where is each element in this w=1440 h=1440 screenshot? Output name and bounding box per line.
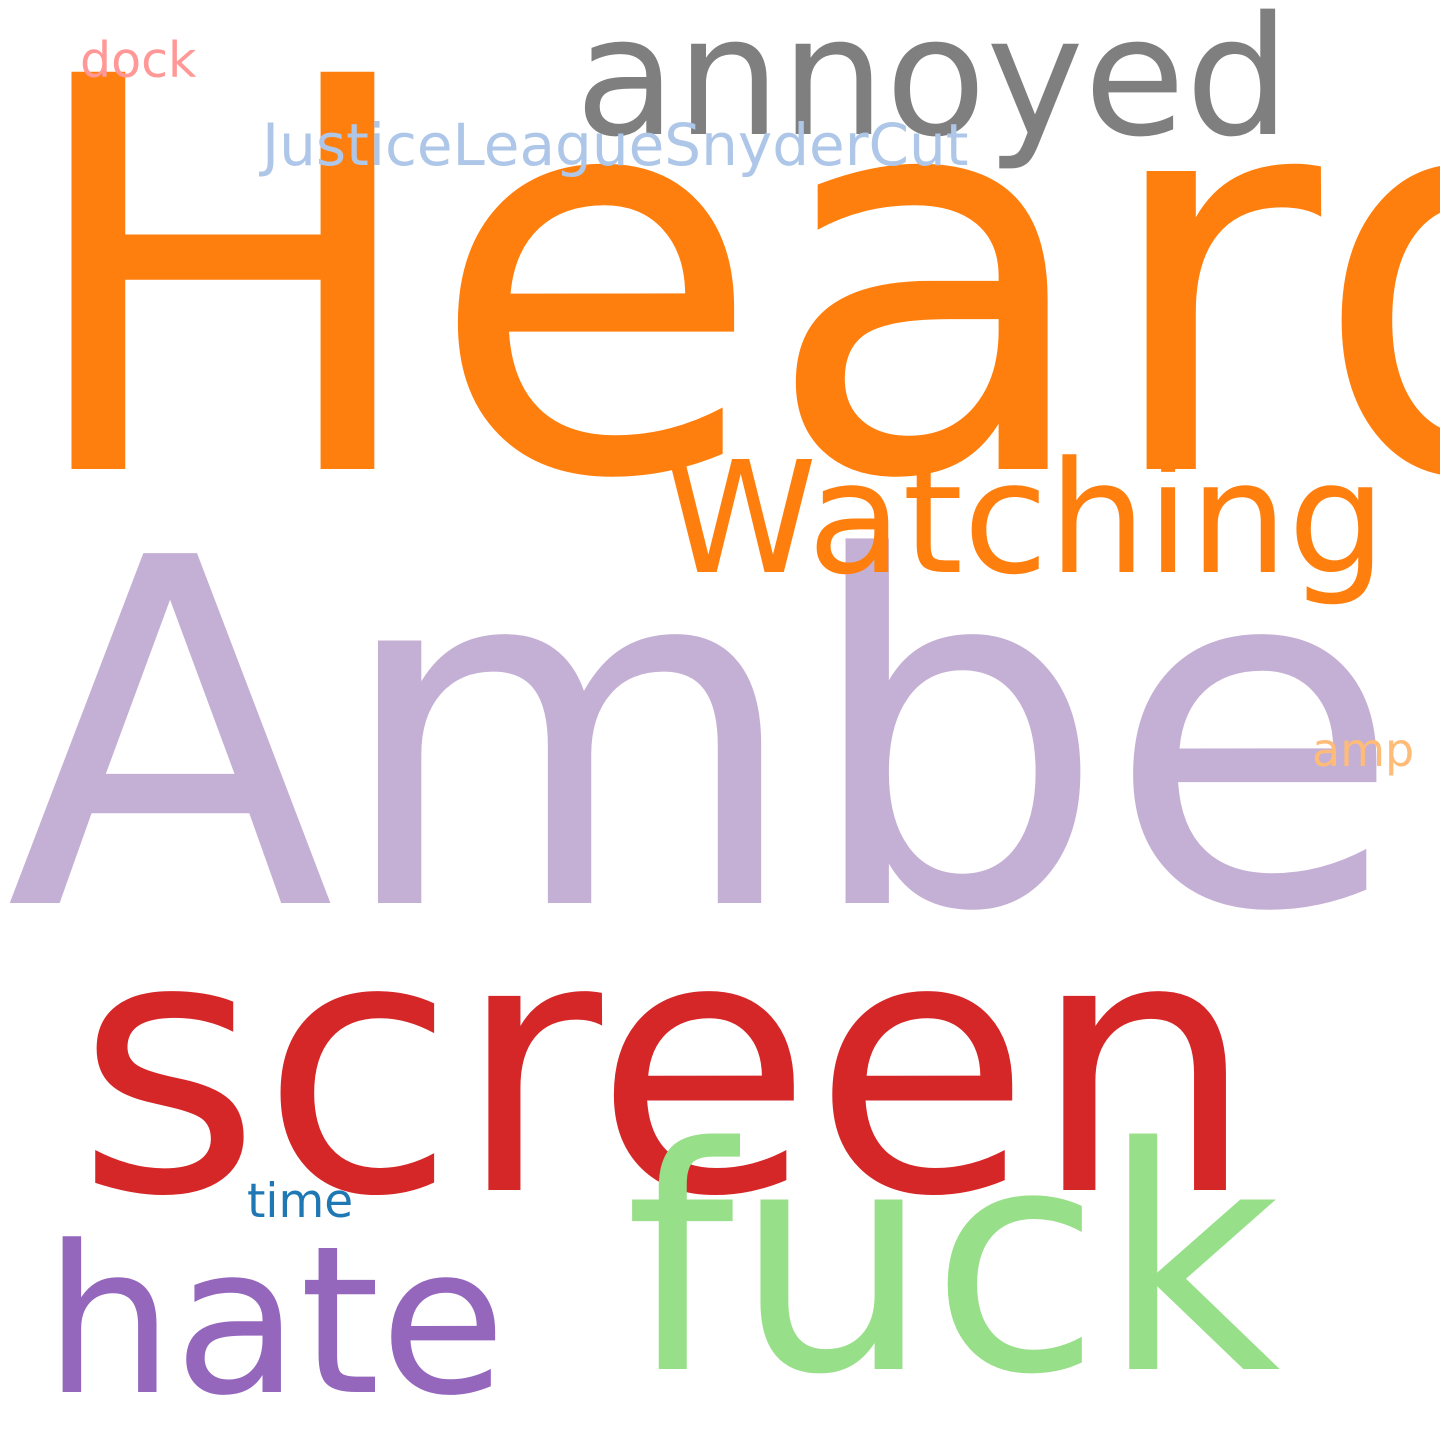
word-hate: hate (44, 1203, 507, 1440)
word-heard: Heard (18, 0, 1440, 598)
word-dock: dock (80, 32, 197, 89)
word-watching: Watching (664, 428, 1387, 609)
word-screen: screen (76, 860, 1257, 1274)
word-time: time (247, 1174, 354, 1229)
word-annoyed: annoyed (575, 0, 1291, 173)
word-amber: Amber (6, 458, 1440, 1017)
word-amp: amp (1312, 723, 1415, 777)
word-fuck: fuck (625, 1082, 1281, 1440)
word-justiceleaguesnydercut: JusticeLeagueSnyderCut (262, 111, 969, 179)
